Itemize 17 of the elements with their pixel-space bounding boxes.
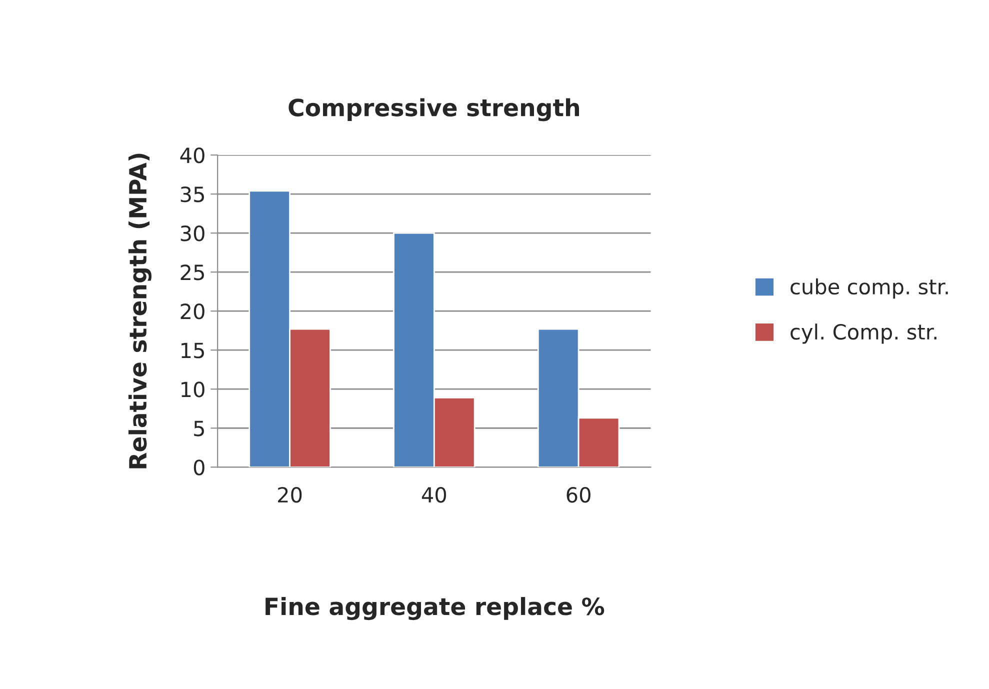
x-tick-label: 60 <box>566 486 590 503</box>
y-tick-label: 20 <box>180 304 204 320</box>
x-tick-label: 40 <box>422 486 446 503</box>
y-tick-label: 15 <box>182 342 204 358</box>
y-tick-label: 25 <box>180 264 204 280</box>
legend-label: cube comp. str. <box>790 278 948 299</box>
y-tick-label: 0 <box>194 460 204 476</box>
chart-title: Compressive strength <box>288 98 579 122</box>
x-axis-title: Fine aggregate replace % <box>266 597 604 620</box>
y-tick-label: 30 <box>180 226 204 242</box>
y-tick-label: 40 <box>180 147 204 164</box>
y-axis-title: Relative strength (MPA) <box>128 154 152 468</box>
y-tick-label: 5 <box>194 420 204 436</box>
y-tick-label: 35 <box>180 186 204 202</box>
y-tick-label: 10 <box>182 382 204 398</box>
legend-label: cyl. Comp. str. <box>790 324 936 344</box>
x-tick-label: 20 <box>278 486 302 503</box>
